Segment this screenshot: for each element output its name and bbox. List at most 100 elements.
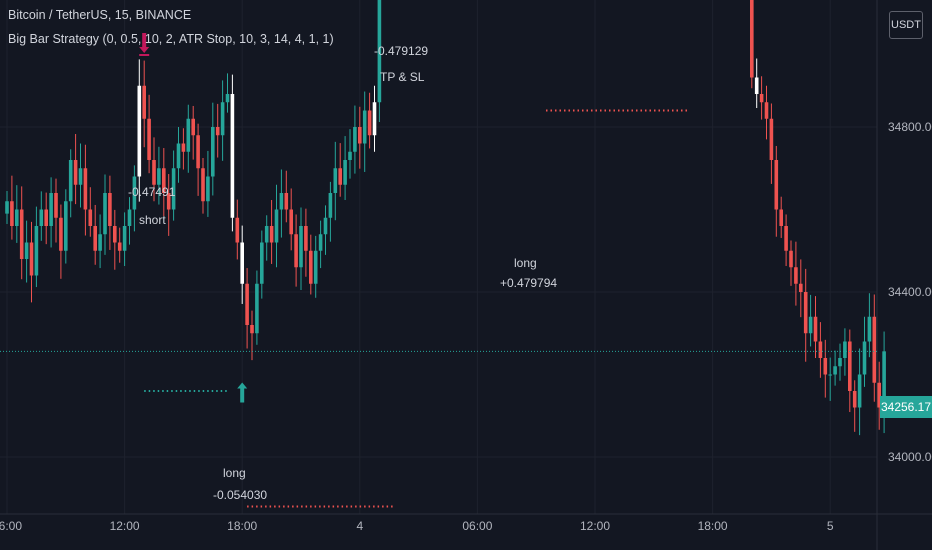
trade-levels — [144, 109, 689, 508]
candle-body — [789, 250, 793, 268]
candle-body — [848, 341, 852, 391]
candle-body — [59, 217, 63, 251]
long-signal-value-1: -0.054030 — [213, 488, 268, 500]
candle-body — [186, 118, 191, 152]
candle-body — [852, 391, 857, 408]
candle-body — [764, 102, 769, 119]
candle-body — [68, 160, 73, 202]
candle-body — [813, 316, 818, 342]
candle-body — [294, 234, 298, 268]
candle-body — [348, 151, 352, 160]
candle-body — [289, 209, 293, 235]
candle-body — [358, 127, 362, 144]
symbol-legend[interactable]: Bitcoin / TetherUS, 15, BINANCE — [8, 8, 192, 22]
price-axis[interactable]: 34000.0034400.0034800.0035200.0035600.00… — [888, 0, 932, 464]
candle-body — [15, 209, 19, 226]
candle-body — [73, 160, 78, 185]
candle-body — [132, 176, 137, 210]
candle-body — [260, 242, 264, 284]
candle-body — [872, 316, 877, 383]
candle-body — [142, 85, 146, 119]
tpsl-signal-label: TP & SL — [380, 70, 425, 84]
time-axis[interactable]: 06:00 12:00 18:00 4 06:00 12:00 18:00 5 — [0, 519, 834, 533]
candle-body — [867, 316, 872, 342]
candle-body — [19, 209, 24, 259]
candle-body — [117, 242, 122, 251]
candle-body — [843, 341, 847, 358]
candle-body — [39, 209, 44, 226]
strategy-legend[interactable]: Big Bar Strategy (0, 0.5, 10, 2, ATR Sto… — [8, 32, 334, 46]
candle-body — [838, 358, 842, 367]
candle-body — [24, 242, 29, 259]
time-tick-label: 18:00 — [698, 519, 728, 533]
candle-body — [269, 226, 274, 243]
time-tick-label: 12:00 — [580, 519, 610, 533]
candle-body — [78, 168, 83, 185]
candle-body — [343, 160, 347, 185]
candle-body — [808, 316, 813, 334]
candle-body — [794, 267, 798, 284]
candle-body — [34, 226, 39, 276]
candle-body — [171, 168, 176, 210]
signal-markers — [139, 33, 248, 403]
candle-body — [162, 168, 166, 193]
candle-body — [113, 226, 117, 243]
short-arrow-icon — [139, 33, 150, 53]
time-tick-label: 18:00 — [227, 519, 257, 533]
time-tick-label: 4 — [356, 519, 363, 533]
candle-body — [779, 209, 783, 226]
candle-body — [240, 242, 244, 284]
price-tick-label: 34400.00 — [888, 285, 932, 299]
candle-body — [220, 102, 225, 136]
candle-body — [103, 193, 107, 235]
candle-body — [328, 193, 333, 218]
candle-body — [235, 217, 240, 243]
candle-body — [774, 160, 779, 210]
candle-body — [833, 366, 837, 375]
candle-body — [862, 341, 867, 375]
candle-body — [759, 94, 764, 103]
tpsl-signal-value: -0.479129 — [374, 44, 429, 58]
candle-body — [166, 193, 171, 210]
candle-body — [191, 118, 195, 136]
candle-body — [196, 135, 200, 169]
candle-body — [230, 94, 235, 218]
candle-body — [152, 160, 156, 185]
candle-body — [818, 341, 823, 358]
long-signal-label-2: long — [514, 256, 537, 270]
candle-body — [157, 168, 161, 185]
candle-body — [5, 201, 9, 214]
candle-body — [304, 226, 308, 251]
candle-body — [377, 0, 382, 103]
candle-body — [284, 193, 289, 210]
candle-body — [176, 143, 181, 169]
candle-body — [49, 193, 53, 226]
candle-body — [54, 193, 58, 218]
candle-body — [29, 242, 34, 276]
price-tick-label: 34800.00 — [888, 120, 932, 134]
candle-body — [823, 358, 828, 375]
candle-body — [338, 168, 342, 185]
candle-body — [323, 217, 328, 235]
candle-body — [299, 226, 303, 268]
candles — [0, 0, 886, 436]
candle-body — [108, 193, 112, 226]
candle-body — [799, 283, 803, 292]
candle-body — [769, 118, 774, 160]
candle-body — [201, 168, 205, 202]
candle-body — [127, 209, 132, 226]
candle-body — [98, 234, 102, 251]
time-tick-label: 12:00 — [110, 519, 140, 533]
candle-body — [10, 201, 14, 226]
currency-button[interactable]: USDT — [889, 11, 923, 39]
candle-body — [857, 374, 862, 408]
candle-body — [122, 226, 127, 251]
candle-body — [181, 143, 186, 152]
candle-body — [88, 209, 93, 226]
long-signal-value-2: +0.479794 — [500, 276, 558, 290]
candle-body — [245, 283, 249, 325]
candle-body — [367, 110, 372, 136]
short-signal-label: short — [139, 213, 166, 227]
candle-body — [274, 209, 279, 243]
